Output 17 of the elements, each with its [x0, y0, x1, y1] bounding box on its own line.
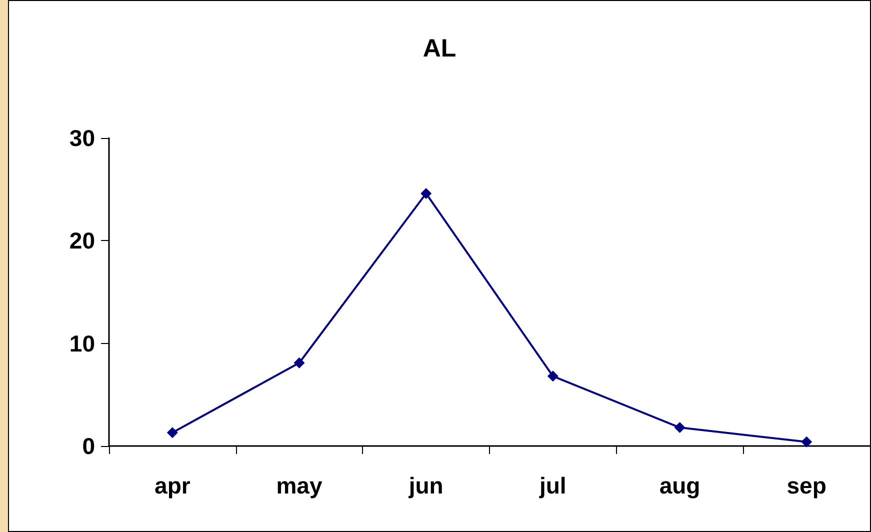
- point: [674, 422, 686, 434]
- point: [801, 436, 812, 448]
- point: [166, 427, 178, 438]
- x-tick-label: jun: [408, 472, 444, 498]
- x-tick-label: aug: [659, 472, 700, 498]
- x-tick-label: apr: [154, 472, 190, 498]
- x-tick-label: sep: [786, 472, 826, 498]
- y-tick-label: 20: [69, 228, 95, 254]
- y-tick-label: 0: [82, 433, 95, 459]
- chart-title: AL: [422, 34, 456, 62]
- y-tick-label: 30: [69, 125, 95, 151]
- x-tick-label: may: [276, 472, 322, 498]
- x-tick-label: jul: [538, 472, 566, 498]
- y-tick-label: 10: [69, 330, 95, 356]
- point: [547, 370, 558, 382]
- point: [294, 357, 305, 368]
- point: [420, 188, 432, 199]
